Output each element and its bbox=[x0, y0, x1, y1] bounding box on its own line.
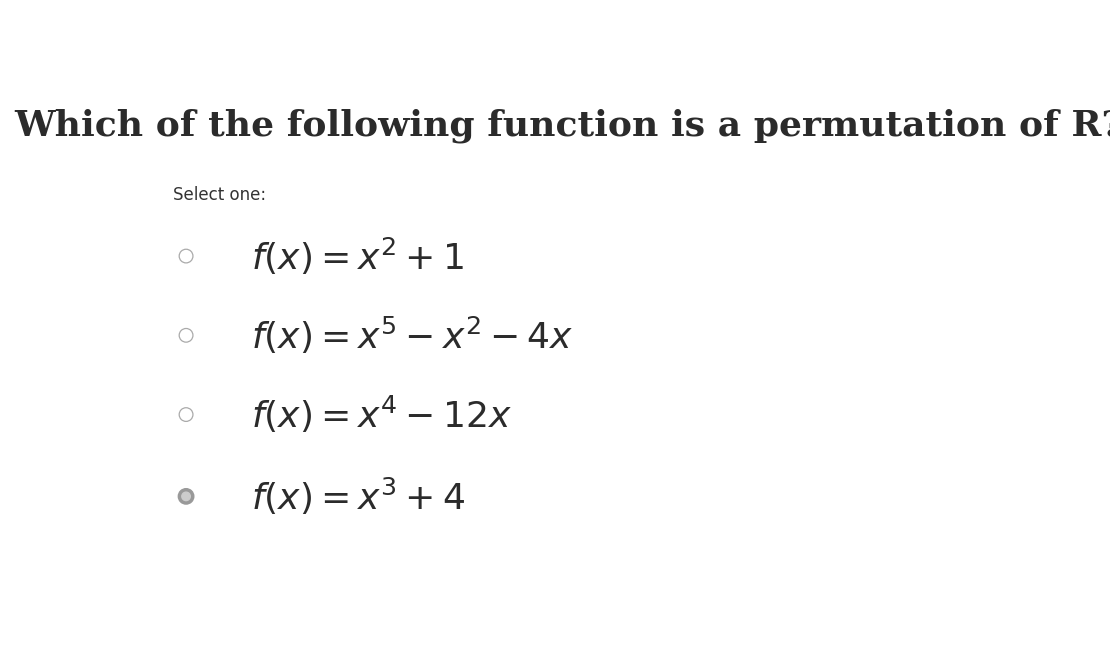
Text: Select one:: Select one: bbox=[173, 186, 266, 204]
Text: Which of the following function is a permutation of R?: Which of the following function is a per… bbox=[14, 108, 1110, 143]
Text: $f(x)= x^4 - 12x$: $f(x)= x^4 - 12x$ bbox=[251, 394, 512, 435]
Text: $f(x)= x^2 +1$: $f(x)= x^2 +1$ bbox=[251, 236, 463, 277]
Text: $f(x)= x^3 +4$: $f(x)= x^3 +4$ bbox=[251, 476, 465, 517]
Ellipse shape bbox=[182, 492, 190, 501]
Text: $f(x)= x^5 - x^2 - 4x$: $f(x)= x^5 - x^2 - 4x$ bbox=[251, 315, 573, 356]
Ellipse shape bbox=[179, 489, 194, 504]
